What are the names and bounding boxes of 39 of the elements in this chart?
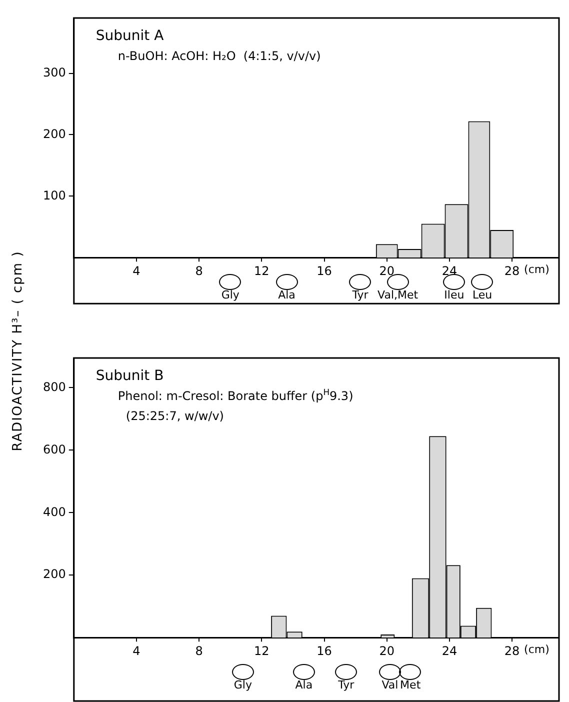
x-tick-label: 16 [316, 264, 332, 278]
y-tick-label: 200 [43, 567, 66, 582]
x-axis-title: (cm) [524, 642, 550, 656]
text: Val [382, 678, 398, 692]
text: Ala [278, 288, 296, 302]
text: Val,Met [378, 288, 419, 302]
x-tick-label: 12 [254, 644, 270, 658]
x-tick-label: 4 [132, 264, 140, 278]
text: Tyr [351, 288, 369, 302]
text: Gly [221, 288, 240, 302]
text: Subunit B [96, 368, 164, 384]
text: Ala [295, 678, 313, 692]
text: Met [400, 678, 422, 692]
text: Ileu [444, 288, 464, 302]
y-tick-label: 800 [43, 380, 66, 394]
x-tick-label: 4 [132, 644, 140, 658]
x-tick-label: 8 [195, 644, 203, 658]
x-tick-label: 8 [195, 264, 203, 278]
x-tick-label: 28 [504, 264, 520, 278]
x-tick-label: 24 [442, 644, 458, 658]
x-axis-title: (cm) [524, 262, 550, 276]
x-tick-label: 28 [504, 644, 520, 658]
y-tick-label: 300 [43, 65, 66, 80]
y-tick-label: 100 [43, 188, 66, 202]
text: Gly [234, 678, 252, 692]
x-tick-label: 20 [379, 644, 395, 658]
y-axis-title: RADIOACTIVITY H³– ( cpm ) [10, 250, 26, 452]
x-tick-label: 16 [316, 644, 332, 658]
y-tick-label: 600 [43, 442, 66, 456]
y-tick-label: 400 [43, 504, 66, 519]
text: Leu [472, 288, 492, 302]
text: Subunit A [96, 28, 164, 44]
x-tick-label: 20 [379, 264, 395, 278]
x-tick-label: 12 [254, 264, 270, 278]
text: Tyr [337, 678, 355, 692]
text: n-BuOH: AcOH: H₂O (4:1:5, v/v/v) [118, 49, 321, 63]
annotation: (25:25:7, w/w/v) [126, 409, 224, 423]
x-tick-label: 24 [442, 264, 458, 278]
y-tick-label: 200 [43, 126, 66, 141]
